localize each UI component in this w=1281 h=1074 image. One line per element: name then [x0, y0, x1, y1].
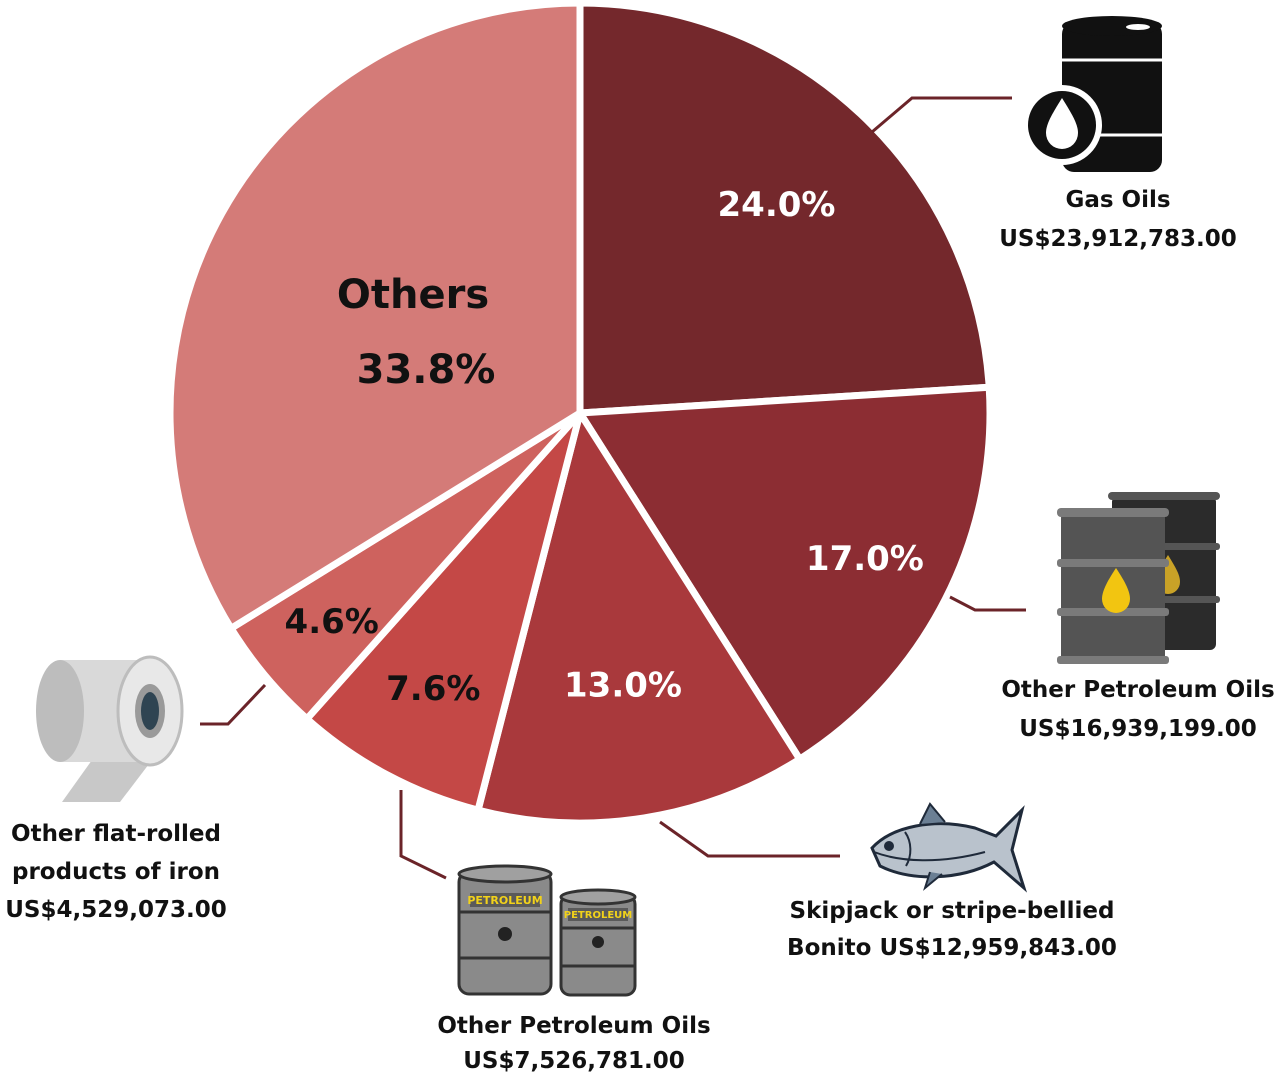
svg-text:PETROLEUM: PETROLEUM	[564, 910, 633, 921]
pie-slice-3	[474, 409, 804, 827]
percent-label-4: 7.6%	[386, 669, 480, 709]
svg-text:PETROLEUM: PETROLEUM	[467, 894, 542, 907]
oil-barrels-icon	[1057, 492, 1220, 664]
percent-label-2: 17.0%	[806, 539, 924, 579]
percent-label-5: 4.6%	[285, 602, 379, 642]
label-gas-oils-name: Gas Oils	[1065, 187, 1170, 213]
leader-line-petroleum-oils-1	[949, 595, 1026, 612]
label-gas-oils: Gas Oils US$23,912,783.00	[999, 187, 1237, 252]
pie-slice-1	[576, 0, 993, 417]
label-gas-oils-value: US$23,912,783.00	[999, 226, 1237, 252]
steel-coil-icon	[36, 655, 184, 802]
label-flat-rolled-iron-line2: products of iron	[12, 859, 220, 885]
label-petroleum-oils-1-value: US$16,939,199.00	[1019, 716, 1257, 742]
label-bonito-line2: Bonito US$12,959,843.00	[787, 935, 1117, 961]
leader-line-bonito	[659, 820, 840, 858]
pie-slice-4	[303, 409, 584, 814]
label-petroleum-oils-1-name: Other Petroleum Oils	[1001, 677, 1274, 703]
tuna-fish-icon	[870, 802, 1028, 893]
label-flat-rolled-iron: Other flat-rolled products of iron US$4,…	[5, 821, 227, 923]
percent-labels: 24.0% 17.0% 13.0% 7.6%4.6% 33.8%	[285, 185, 924, 709]
label-petroleum-oils-2: Other Petroleum Oils US$7,526,781.00	[437, 1013, 710, 1074]
oil-barrel-drop-icon	[1022, 16, 1162, 172]
petroleum-drums-icon: PETROLEUM PETROLEUM	[457, 864, 637, 997]
leader-line-petroleum-oils-2	[399, 790, 447, 880]
percent-label-3: 13.0%	[564, 665, 682, 705]
label-petroleum-oils-2-name: Other Petroleum Oils	[437, 1013, 710, 1039]
leader-line-flat-rolled-iron	[200, 683, 267, 726]
label-flat-rolled-iron-line1: Other flat-rolled	[11, 821, 221, 847]
percent-label-1: 24.0%	[718, 185, 836, 225]
others-name-label: Others	[337, 272, 489, 318]
label-bonito: Skipjack or stripe-bellied Bonito US$12,…	[787, 898, 1117, 961]
percent-label-6: 33.8%	[357, 347, 496, 393]
pie-slices	[166, 0, 994, 827]
pie-slice-6	[166, 0, 584, 632]
label-petroleum-oils-2-value: US$7,526,781.00	[463, 1048, 685, 1074]
label-flat-rolled-iron-value: US$4,529,073.00	[5, 897, 227, 923]
pie-slice-2	[576, 383, 994, 763]
leader-line-gas-oils	[871, 96, 1012, 134]
label-bonito-line1: Skipjack or stripe-bellied	[790, 898, 1115, 924]
label-petroleum-oils-1: Other Petroleum Oils US$16,939,199.00	[1001, 677, 1274, 742]
